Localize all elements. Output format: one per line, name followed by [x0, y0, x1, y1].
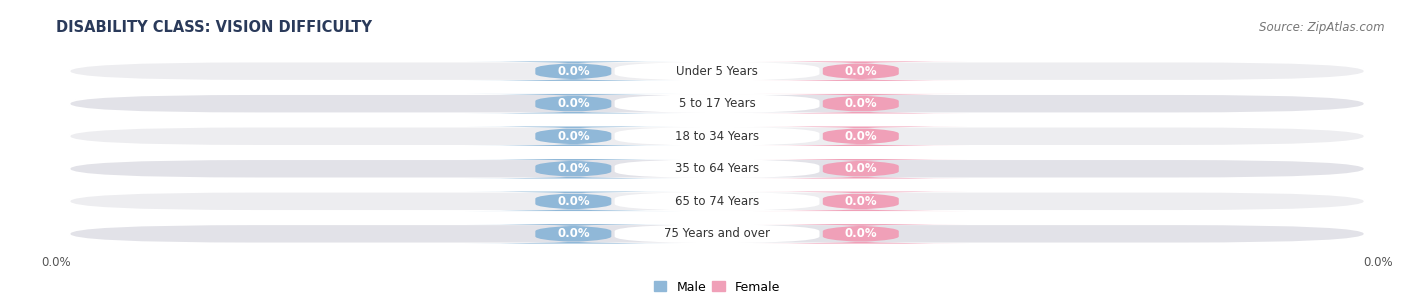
Text: 35 to 64 Years: 35 to 64 Years: [675, 162, 759, 175]
FancyBboxPatch shape: [69, 94, 1365, 113]
FancyBboxPatch shape: [614, 224, 820, 244]
FancyBboxPatch shape: [614, 127, 820, 146]
Text: 0.0%: 0.0%: [557, 227, 589, 240]
Text: 0.0%: 0.0%: [557, 65, 589, 78]
Text: 65 to 74 Years: 65 to 74 Years: [675, 195, 759, 208]
FancyBboxPatch shape: [465, 192, 681, 211]
FancyBboxPatch shape: [614, 61, 820, 81]
FancyBboxPatch shape: [614, 94, 820, 113]
FancyBboxPatch shape: [69, 127, 1365, 146]
FancyBboxPatch shape: [69, 61, 1365, 81]
Legend: Male, Female: Male, Female: [650, 275, 785, 299]
FancyBboxPatch shape: [465, 224, 681, 244]
FancyBboxPatch shape: [754, 159, 969, 178]
FancyBboxPatch shape: [754, 61, 969, 81]
Text: 0.0%: 0.0%: [845, 65, 877, 78]
Text: DISABILITY CLASS: VISION DIFFICULTY: DISABILITY CLASS: VISION DIFFICULTY: [56, 20, 373, 35]
Text: Under 5 Years: Under 5 Years: [676, 65, 758, 78]
FancyBboxPatch shape: [69, 159, 1365, 178]
Text: 5 to 17 Years: 5 to 17 Years: [679, 97, 755, 110]
Text: 0.0%: 0.0%: [845, 195, 877, 208]
Text: 0.0%: 0.0%: [557, 162, 589, 175]
FancyBboxPatch shape: [614, 192, 820, 211]
FancyBboxPatch shape: [754, 224, 969, 244]
FancyBboxPatch shape: [614, 159, 820, 178]
Text: 0.0%: 0.0%: [845, 97, 877, 110]
FancyBboxPatch shape: [754, 94, 969, 113]
Text: 0.0%: 0.0%: [557, 195, 589, 208]
FancyBboxPatch shape: [754, 192, 969, 211]
Text: 0.0%: 0.0%: [557, 97, 589, 110]
Text: 0.0%: 0.0%: [845, 130, 877, 143]
FancyBboxPatch shape: [465, 127, 681, 146]
FancyBboxPatch shape: [465, 94, 681, 113]
Text: 0.0%: 0.0%: [845, 162, 877, 175]
FancyBboxPatch shape: [69, 192, 1365, 211]
FancyBboxPatch shape: [465, 61, 681, 81]
FancyBboxPatch shape: [754, 127, 969, 146]
Text: 18 to 34 Years: 18 to 34 Years: [675, 130, 759, 143]
Text: Source: ZipAtlas.com: Source: ZipAtlas.com: [1260, 21, 1385, 34]
Text: 75 Years and over: 75 Years and over: [664, 227, 770, 240]
FancyBboxPatch shape: [465, 159, 681, 178]
Text: 0.0%: 0.0%: [557, 130, 589, 143]
Text: 0.0%: 0.0%: [845, 227, 877, 240]
FancyBboxPatch shape: [69, 224, 1365, 244]
